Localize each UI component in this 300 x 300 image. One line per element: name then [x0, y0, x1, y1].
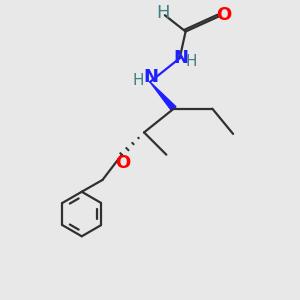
Text: N: N: [143, 68, 158, 85]
Text: H: H: [157, 4, 170, 22]
Text: O: O: [115, 154, 130, 172]
Text: H: H: [185, 54, 197, 69]
Text: O: O: [216, 6, 231, 24]
Polygon shape: [150, 82, 176, 111]
Text: N: N: [173, 49, 188, 67]
Text: H: H: [133, 73, 145, 88]
